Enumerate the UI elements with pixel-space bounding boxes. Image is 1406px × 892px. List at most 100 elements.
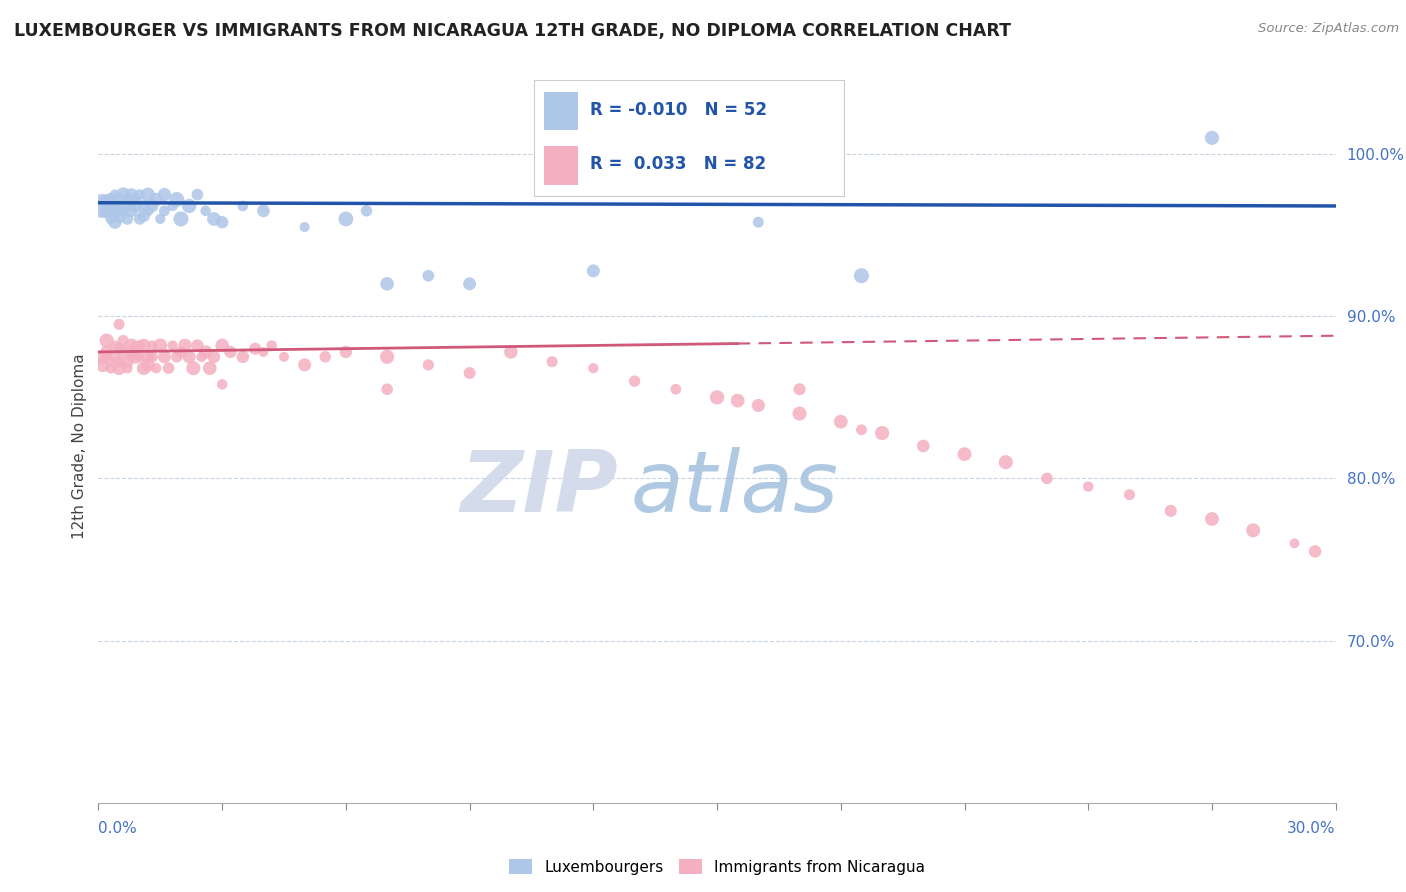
Point xyxy=(136,187,159,202)
Point xyxy=(96,195,118,210)
Point xyxy=(117,211,139,226)
Point xyxy=(108,193,131,207)
Point xyxy=(202,211,225,226)
Point xyxy=(132,338,155,352)
Point xyxy=(141,350,163,364)
Text: LUXEMBOURGER VS IMMIGRANTS FROM NICARAGUA 12TH GRADE, NO DIPLOMA CORRELATION CHA: LUXEMBOURGER VS IMMIGRANTS FROM NICARAGU… xyxy=(14,22,1011,40)
Point xyxy=(252,345,274,359)
Point xyxy=(789,382,811,396)
Text: ZIP: ZIP xyxy=(460,447,619,531)
Point xyxy=(179,199,201,213)
Point xyxy=(108,318,131,332)
Point xyxy=(499,345,522,359)
Point xyxy=(112,187,135,202)
Point xyxy=(375,277,398,291)
Point xyxy=(100,361,122,376)
Point xyxy=(108,209,131,223)
Point xyxy=(194,203,217,218)
FancyBboxPatch shape xyxy=(544,146,578,185)
Point xyxy=(1241,524,1264,538)
Point xyxy=(108,199,131,213)
Point xyxy=(747,215,769,229)
Point xyxy=(104,338,127,352)
Point xyxy=(128,187,150,202)
Point xyxy=(132,199,155,213)
Text: R = -0.010   N = 52: R = -0.010 N = 52 xyxy=(591,102,766,120)
Point xyxy=(100,211,122,226)
Point xyxy=(375,382,398,396)
Point xyxy=(260,338,283,352)
Text: R =  0.033   N = 82: R = 0.033 N = 82 xyxy=(591,155,766,173)
Point xyxy=(132,361,155,376)
Point xyxy=(166,193,188,207)
Point xyxy=(665,382,688,396)
Text: 30.0%: 30.0% xyxy=(1288,821,1336,836)
Point xyxy=(706,390,728,404)
Point xyxy=(870,425,893,440)
Point xyxy=(104,215,127,229)
Point xyxy=(335,345,357,359)
Point xyxy=(375,350,398,364)
Point xyxy=(91,358,114,372)
Point xyxy=(1036,471,1059,485)
Point xyxy=(623,374,645,388)
Point xyxy=(128,350,150,364)
Point xyxy=(1284,536,1306,550)
Text: atlas: atlas xyxy=(630,447,838,531)
Point xyxy=(1118,488,1140,502)
Point xyxy=(851,268,873,283)
Point xyxy=(162,199,184,213)
Point xyxy=(335,211,357,226)
Point xyxy=(232,199,254,213)
Point xyxy=(153,203,176,218)
Point xyxy=(186,187,208,202)
Point xyxy=(170,211,193,226)
Point xyxy=(136,358,159,372)
Point xyxy=(96,334,118,348)
Point xyxy=(104,187,127,202)
Point xyxy=(117,361,139,376)
Point xyxy=(294,358,316,372)
Point xyxy=(128,338,150,352)
Point xyxy=(96,203,118,218)
Point xyxy=(198,361,221,376)
Point xyxy=(96,345,118,359)
Point xyxy=(418,358,440,372)
Point xyxy=(194,345,217,359)
Point xyxy=(120,187,142,202)
Point xyxy=(149,211,172,226)
Point xyxy=(117,199,139,213)
Point xyxy=(149,338,172,352)
Point xyxy=(141,199,163,213)
Point xyxy=(418,268,440,283)
Point xyxy=(157,361,180,376)
Point xyxy=(91,350,114,364)
Point xyxy=(136,203,159,218)
Text: Source: ZipAtlas.com: Source: ZipAtlas.com xyxy=(1258,22,1399,36)
Point xyxy=(124,199,146,213)
Point xyxy=(136,350,159,364)
Point xyxy=(170,345,193,359)
Point xyxy=(851,423,873,437)
Point xyxy=(100,354,122,368)
Point xyxy=(100,199,122,213)
Point xyxy=(128,211,150,226)
Point xyxy=(747,399,769,413)
Y-axis label: 12th Grade, No Diploma: 12th Grade, No Diploma xyxy=(72,353,87,539)
Point xyxy=(120,350,142,364)
Point xyxy=(104,350,127,364)
Point xyxy=(141,338,163,352)
Point xyxy=(166,350,188,364)
Point xyxy=(104,203,127,218)
Point xyxy=(912,439,935,453)
Point xyxy=(153,350,176,364)
Point xyxy=(202,350,225,364)
Point xyxy=(1160,504,1182,518)
Point xyxy=(1201,131,1223,145)
Point xyxy=(243,342,266,356)
Point xyxy=(145,361,167,376)
Point xyxy=(108,342,131,356)
Point xyxy=(124,350,146,364)
Point xyxy=(211,338,233,352)
Point xyxy=(108,354,131,368)
